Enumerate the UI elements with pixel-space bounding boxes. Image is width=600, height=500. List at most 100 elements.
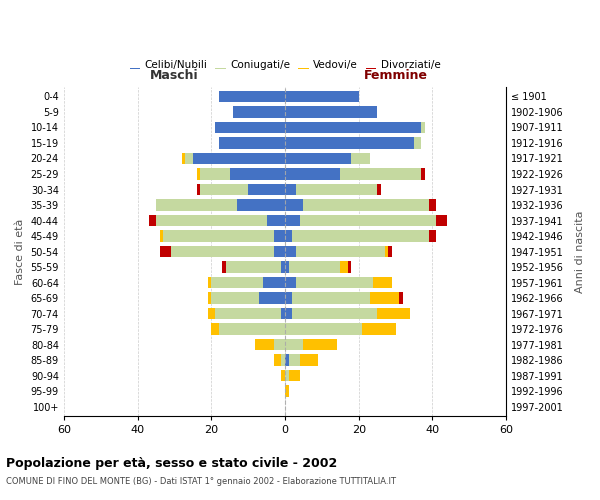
Bar — [263, 277, 285, 288]
Bar — [215, 122, 285, 134]
Bar — [233, 106, 285, 118]
Bar — [200, 184, 285, 196]
Bar — [285, 152, 352, 164]
Bar — [285, 354, 289, 366]
Bar — [285, 137, 421, 149]
Bar — [160, 246, 285, 258]
Bar — [218, 90, 285, 102]
Text: Maschi: Maschi — [150, 70, 199, 82]
Bar — [259, 292, 285, 304]
Bar — [285, 184, 296, 196]
Bar — [285, 214, 436, 226]
Bar — [285, 246, 296, 258]
Bar — [285, 106, 377, 118]
Bar — [156, 214, 285, 226]
Bar — [226, 262, 285, 273]
Y-axis label: Fasce di età: Fasce di età — [15, 218, 25, 284]
Bar — [248, 184, 285, 196]
Bar — [285, 370, 300, 382]
Bar — [285, 324, 395, 335]
Bar — [182, 152, 285, 164]
Bar — [285, 292, 370, 304]
Bar — [211, 324, 285, 335]
Bar — [149, 214, 285, 226]
Bar — [285, 292, 403, 304]
Bar — [285, 370, 300, 382]
Bar — [285, 324, 395, 335]
Bar — [285, 90, 359, 102]
Bar — [218, 324, 285, 335]
Bar — [274, 339, 285, 350]
Bar — [170, 246, 285, 258]
Bar — [160, 230, 285, 242]
Bar — [274, 354, 285, 366]
Bar — [256, 339, 285, 350]
Bar — [215, 122, 285, 134]
Bar — [197, 168, 285, 180]
Bar — [285, 354, 318, 366]
Bar — [285, 386, 289, 397]
Bar — [285, 354, 318, 366]
Bar — [285, 184, 377, 196]
Bar — [170, 246, 285, 258]
Bar — [197, 168, 285, 180]
Bar — [285, 262, 340, 273]
Bar — [285, 277, 373, 288]
Bar — [285, 106, 377, 118]
Bar — [285, 246, 392, 258]
Bar — [285, 184, 377, 196]
Bar — [266, 214, 285, 226]
Bar — [285, 122, 425, 134]
Bar — [185, 152, 285, 164]
Bar — [208, 292, 285, 304]
Bar — [281, 308, 285, 320]
Bar — [200, 184, 285, 196]
Bar — [281, 262, 285, 273]
Bar — [211, 292, 285, 304]
Bar — [285, 292, 292, 304]
Bar — [285, 137, 414, 149]
Bar — [285, 122, 425, 134]
Bar — [215, 308, 285, 320]
Bar — [285, 230, 429, 242]
Bar — [211, 277, 285, 288]
Bar — [208, 308, 285, 320]
Bar — [156, 214, 285, 226]
Bar — [233, 106, 285, 118]
Bar — [218, 137, 285, 149]
Bar — [208, 277, 285, 288]
Text: Popolazione per età, sesso e stato civile - 2002: Popolazione per età, sesso e stato civil… — [6, 458, 337, 470]
Bar — [285, 308, 410, 320]
Bar — [285, 152, 370, 164]
Bar — [182, 152, 285, 164]
Bar — [285, 199, 429, 211]
Bar — [208, 277, 285, 288]
Bar — [285, 137, 421, 149]
Bar — [218, 137, 285, 149]
Bar — [285, 199, 429, 211]
Bar — [285, 339, 337, 350]
Bar — [156, 199, 285, 211]
Bar — [233, 106, 285, 118]
Bar — [285, 214, 447, 226]
Bar — [285, 230, 292, 242]
Bar — [193, 152, 285, 164]
Bar — [274, 354, 285, 366]
Bar — [285, 168, 421, 180]
Bar — [160, 230, 285, 242]
Bar — [285, 308, 410, 320]
Bar — [285, 230, 429, 242]
Bar — [156, 199, 285, 211]
Bar — [285, 90, 359, 102]
Bar — [285, 214, 300, 226]
Bar — [285, 324, 362, 335]
Bar — [285, 106, 377, 118]
Bar — [285, 137, 421, 149]
Bar — [285, 152, 370, 164]
Bar — [285, 246, 385, 258]
Bar — [285, 199, 304, 211]
Bar — [285, 386, 289, 397]
Y-axis label: Anni di nascita: Anni di nascita — [575, 210, 585, 293]
Bar — [156, 199, 285, 211]
Bar — [274, 230, 285, 242]
